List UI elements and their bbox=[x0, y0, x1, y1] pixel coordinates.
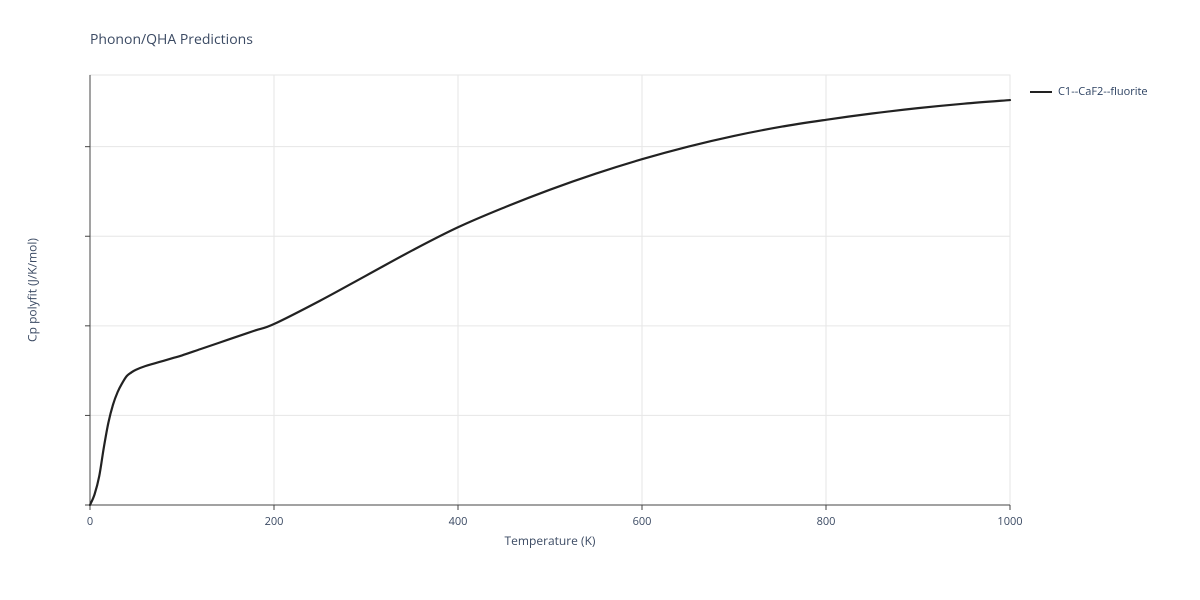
legend-label: C1--CaF2--fluorite bbox=[1058, 84, 1148, 99]
legend-swatch bbox=[1030, 91, 1052, 93]
line-chart bbox=[0, 0, 1200, 600]
chart-legend: C1--CaF2--fluorite bbox=[1030, 84, 1148, 99]
legend-item[interactable]: C1--CaF2--fluorite bbox=[1030, 84, 1148, 99]
